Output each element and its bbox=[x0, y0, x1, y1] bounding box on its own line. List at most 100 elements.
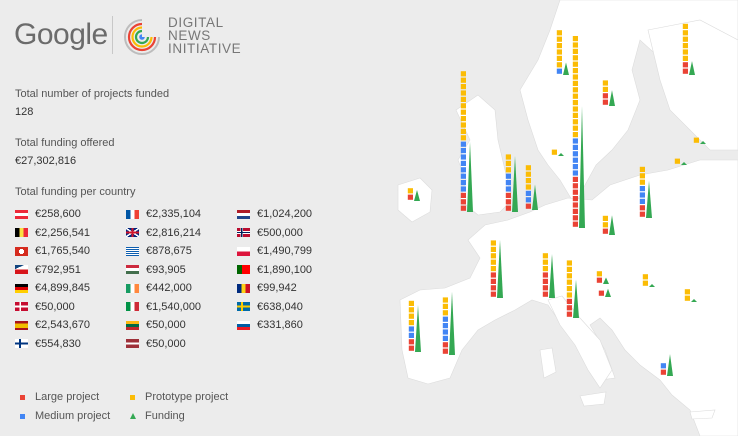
project-square-portugal[interactable] bbox=[408, 320, 414, 326]
project-square-sweden[interactable] bbox=[602, 86, 608, 92]
project-square-germany[interactable] bbox=[572, 93, 578, 99]
project-square-austria[interactable] bbox=[596, 277, 602, 283]
project-square-uk[interactable] bbox=[460, 180, 466, 186]
project-square-finland[interactable] bbox=[682, 30, 688, 36]
project-square-hungary[interactable] bbox=[642, 280, 648, 286]
project-square-italy[interactable] bbox=[566, 311, 572, 317]
project-square-germany[interactable] bbox=[572, 55, 578, 61]
project-square-italy[interactable] bbox=[566, 298, 572, 304]
project-square-germany[interactable] bbox=[572, 157, 578, 163]
project-square-uk[interactable] bbox=[460, 77, 466, 83]
project-square-italy[interactable] bbox=[566, 279, 572, 285]
project-square-germany[interactable] bbox=[572, 144, 578, 150]
project-square-finland[interactable] bbox=[682, 68, 688, 74]
project-square-poland[interactable] bbox=[639, 192, 645, 198]
project-square-romania[interactable] bbox=[684, 295, 690, 301]
project-square-uk[interactable] bbox=[460, 148, 466, 154]
project-square-spain[interactable] bbox=[442, 323, 448, 329]
project-square-finland[interactable] bbox=[682, 23, 688, 29]
project-square-netherlands[interactable] bbox=[525, 165, 531, 171]
project-square-spain[interactable] bbox=[442, 335, 448, 341]
project-square-netherlands[interactable] bbox=[525, 190, 531, 196]
project-square-switzerland[interactable] bbox=[542, 291, 548, 297]
project-square-switzerland[interactable] bbox=[542, 266, 548, 272]
project-square-italy[interactable] bbox=[566, 273, 572, 279]
project-square-germany[interactable] bbox=[572, 196, 578, 202]
project-square-uk[interactable] bbox=[460, 128, 466, 134]
project-square-italy[interactable] bbox=[566, 260, 572, 266]
funding-triangle-germany[interactable] bbox=[579, 106, 585, 228]
funding-triangle-finland[interactable] bbox=[689, 61, 695, 75]
project-square-norway[interactable] bbox=[556, 68, 562, 74]
project-square-czech[interactable] bbox=[602, 228, 608, 234]
project-square-norway[interactable] bbox=[556, 30, 562, 36]
project-square-uk[interactable] bbox=[460, 160, 466, 166]
project-square-france[interactable] bbox=[490, 285, 496, 291]
project-square-belgium[interactable] bbox=[505, 186, 511, 192]
project-square-germany[interactable] bbox=[572, 106, 578, 112]
project-square-spain[interactable] bbox=[442, 342, 448, 348]
project-square-uk[interactable] bbox=[460, 167, 466, 173]
project-square-germany[interactable] bbox=[572, 183, 578, 189]
project-square-uk[interactable] bbox=[460, 103, 466, 109]
funding-triangle-czech[interactable] bbox=[609, 215, 615, 235]
project-square-uk[interactable] bbox=[460, 122, 466, 128]
project-square-uk[interactable] bbox=[460, 199, 466, 205]
project-square-portugal[interactable] bbox=[408, 339, 414, 345]
project-square-uk[interactable] bbox=[460, 186, 466, 192]
funding-triangle-romania[interactable] bbox=[691, 299, 697, 302]
project-square-germany[interactable] bbox=[572, 74, 578, 80]
funding-triangle-lithuania[interactable] bbox=[700, 141, 706, 144]
project-square-switzerland[interactable] bbox=[542, 253, 548, 259]
project-square-switzerland[interactable] bbox=[542, 272, 548, 278]
project-square-germany[interactable] bbox=[572, 36, 578, 42]
project-square-uk[interactable] bbox=[460, 71, 466, 77]
project-square-uk[interactable] bbox=[460, 84, 466, 90]
project-square-norway[interactable] bbox=[556, 36, 562, 42]
project-square-germany[interactable] bbox=[572, 112, 578, 118]
project-square-uk[interactable] bbox=[460, 154, 466, 160]
project-square-belgium[interactable] bbox=[505, 180, 511, 186]
project-square-uk[interactable] bbox=[460, 173, 466, 179]
project-square-norway[interactable] bbox=[556, 49, 562, 55]
project-square-germany[interactable] bbox=[572, 138, 578, 144]
project-square-germany[interactable] bbox=[572, 87, 578, 93]
funding-triangle-greece[interactable] bbox=[667, 354, 673, 376]
funding-triangle-hungary[interactable] bbox=[649, 284, 655, 287]
project-square-czech[interactable] bbox=[602, 222, 608, 228]
project-square-denmark[interactable] bbox=[551, 149, 557, 155]
project-square-switzerland[interactable] bbox=[542, 259, 548, 265]
project-square-switzerland[interactable] bbox=[542, 278, 548, 284]
project-square-finland[interactable] bbox=[682, 55, 688, 61]
project-square-italy[interactable] bbox=[566, 305, 572, 311]
project-square-norway[interactable] bbox=[556, 55, 562, 61]
funding-triangle-italy[interactable] bbox=[573, 279, 579, 318]
funding-triangle-sweden[interactable] bbox=[609, 90, 615, 106]
project-square-uk[interactable] bbox=[460, 205, 466, 211]
project-square-germany[interactable] bbox=[572, 132, 578, 138]
project-square-uk[interactable] bbox=[460, 96, 466, 102]
project-square-sweden[interactable] bbox=[602, 80, 608, 86]
project-square-czech[interactable] bbox=[602, 215, 608, 221]
project-square-ireland[interactable] bbox=[407, 194, 413, 200]
project-square-switzerland[interactable] bbox=[542, 285, 548, 291]
project-square-germany[interactable] bbox=[572, 42, 578, 48]
project-square-belgium[interactable] bbox=[505, 199, 511, 205]
project-square-portugal[interactable] bbox=[408, 307, 414, 313]
project-square-greece[interactable] bbox=[660, 369, 666, 375]
funding-triangle-netherlands[interactable] bbox=[532, 184, 538, 210]
project-square-germany[interactable] bbox=[572, 151, 578, 157]
project-square-sweden[interactable] bbox=[602, 99, 608, 105]
funding-triangle-belgium[interactable] bbox=[512, 155, 518, 212]
project-square-romania[interactable] bbox=[684, 289, 690, 295]
project-square-uk[interactable] bbox=[460, 90, 466, 96]
project-square-finland[interactable] bbox=[682, 36, 688, 42]
project-square-poland[interactable] bbox=[639, 205, 645, 211]
project-square-poland[interactable] bbox=[639, 186, 645, 192]
funding-triangle-switzerland[interactable] bbox=[549, 254, 555, 298]
project-square-germany[interactable] bbox=[572, 80, 578, 86]
project-square-germany[interactable] bbox=[572, 68, 578, 74]
project-square-lithuania[interactable] bbox=[693, 137, 699, 143]
project-square-poland[interactable] bbox=[639, 173, 645, 179]
